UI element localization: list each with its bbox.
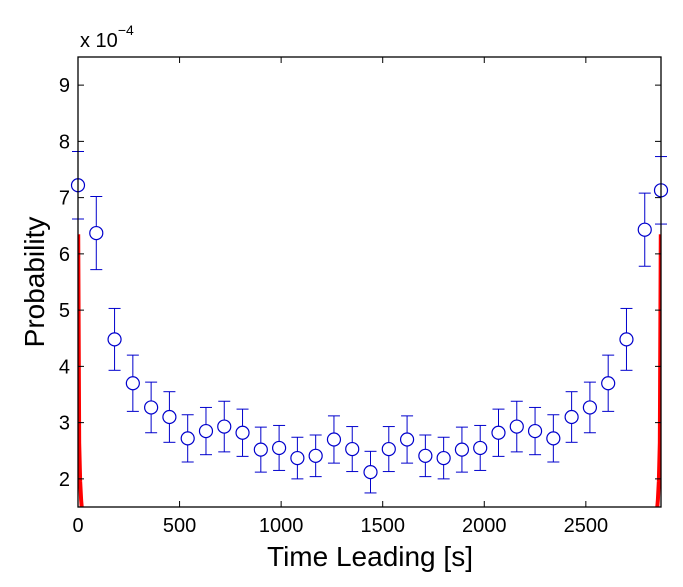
data-point — [326, 432, 342, 447]
errorbar-layer — [72, 151, 667, 494]
scale-factor-base: x 10 — [80, 30, 118, 52]
data-point — [125, 376, 140, 391]
data-point — [308, 448, 323, 463]
y-tick-label: 2 — [59, 469, 70, 491]
data-point — [637, 222, 652, 237]
data-point — [198, 423, 214, 439]
data-point — [381, 441, 396, 457]
data-point — [89, 225, 104, 241]
x-tick-label: 1000 — [259, 515, 304, 537]
data-point — [144, 400, 159, 415]
x-axis: 0 500 1000 1500 2000 2500 — [72, 57, 608, 537]
data-point — [162, 409, 177, 425]
x-tick-label: 500 — [163, 515, 196, 537]
y-tick-label: 3 — [59, 413, 70, 435]
y-tick-label: 8 — [59, 131, 70, 153]
data-point — [546, 431, 561, 446]
data-point — [491, 425, 506, 440]
x-tick-label: 2000 — [462, 515, 507, 537]
data-point — [527, 423, 543, 439]
data-point — [107, 332, 122, 347]
y-tick-label: 9 — [59, 75, 70, 97]
data-point — [619, 332, 634, 347]
data-point — [399, 432, 415, 447]
data-point — [345, 441, 360, 457]
y-tick-label: 6 — [59, 244, 70, 266]
data-point — [473, 440, 488, 456]
data-point — [436, 450, 451, 466]
x-axis-title: Time Leading [s] — [267, 541, 473, 572]
data-point — [509, 419, 524, 434]
data-point — [363, 465, 378, 480]
x-tick-label: 0 — [72, 515, 83, 537]
scale-factor-label: x 10−4 — [80, 22, 134, 52]
x-tick-label: 2500 — [564, 515, 609, 537]
y-axis-title: Probability — [19, 217, 50, 348]
y-tick-label: 4 — [59, 356, 70, 378]
y-tick-label: 7 — [59, 188, 70, 210]
data-point — [217, 419, 232, 434]
data-point — [601, 376, 616, 391]
data-point — [418, 448, 433, 463]
data-point — [290, 450, 305, 466]
y-axis: 2 3 4 5 6 7 8 9 — [59, 75, 661, 491]
data-point — [272, 440, 287, 456]
data-point — [564, 409, 579, 425]
data-point — [253, 442, 268, 457]
plot-area-frame — [77, 56, 662, 508]
marker-layer — [70, 178, 669, 480]
data-point — [235, 425, 250, 440]
data-point — [454, 442, 470, 457]
x-tick-label: 1500 — [360, 515, 405, 537]
y-tick-label: 5 — [59, 300, 70, 322]
data-point — [180, 431, 195, 446]
data-point — [582, 400, 598, 415]
scale-factor-exponent: −4 — [118, 22, 134, 38]
